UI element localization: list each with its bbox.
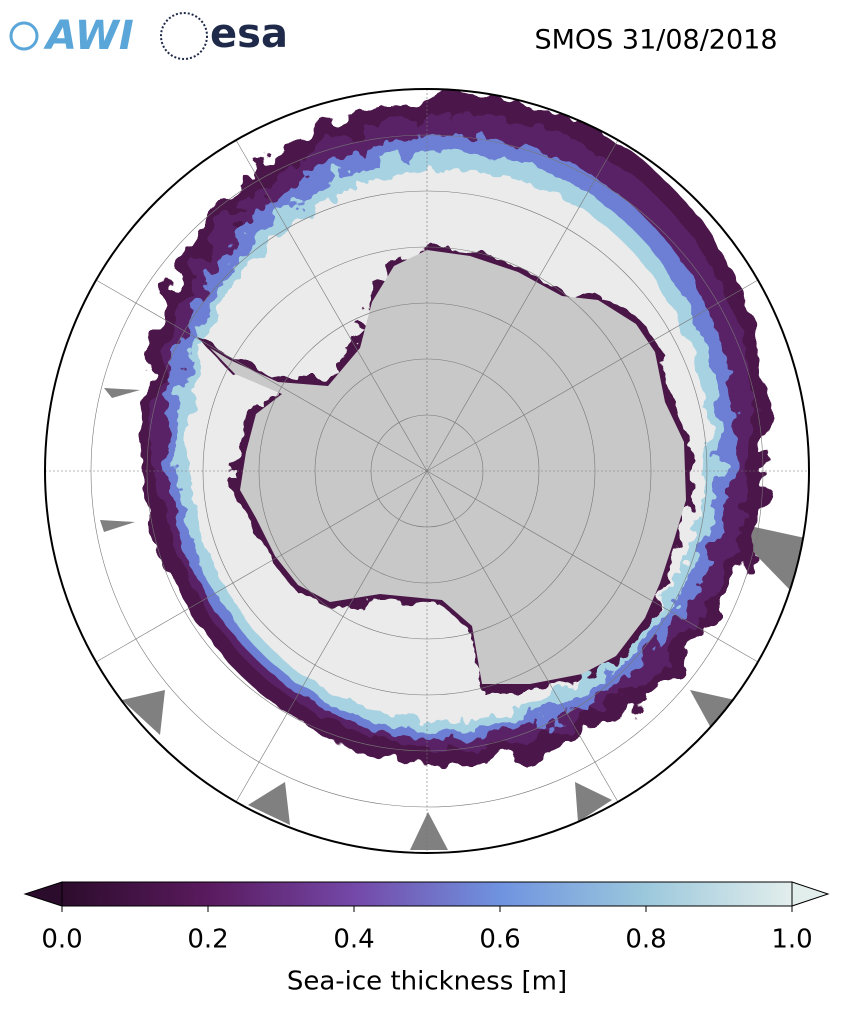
- map-boundary: [44, 88, 810, 854]
- colorbar-label: Sea-ice thickness [m]: [287, 967, 567, 997]
- map: [45, 89, 809, 853]
- colorbar-extend-high: [791, 881, 830, 907]
- title: SMOS 31/08/2018: [534, 25, 777, 56]
- esa-logo: esa: [160, 11, 288, 60]
- colorbar-tick-label: 0.0: [41, 925, 82, 955]
- colorbar-tick-label: 0.2: [187, 925, 228, 955]
- colorbar: [61, 881, 793, 907]
- awi-logo-text: AWI: [43, 13, 134, 59]
- esa-logo-text: esa: [210, 11, 288, 57]
- colorbar-tick-label: 0.8: [625, 925, 666, 955]
- colorbar-extend-low: [23, 881, 63, 907]
- awi-logo: AWI: [9, 13, 134, 59]
- colorbar-tick-label: 1.0: [771, 925, 812, 955]
- colorbar-tick-label: 0.6: [479, 925, 520, 955]
- colorbar-tick-label: 0.4: [333, 925, 374, 955]
- antarctica: [210, 250, 686, 684]
